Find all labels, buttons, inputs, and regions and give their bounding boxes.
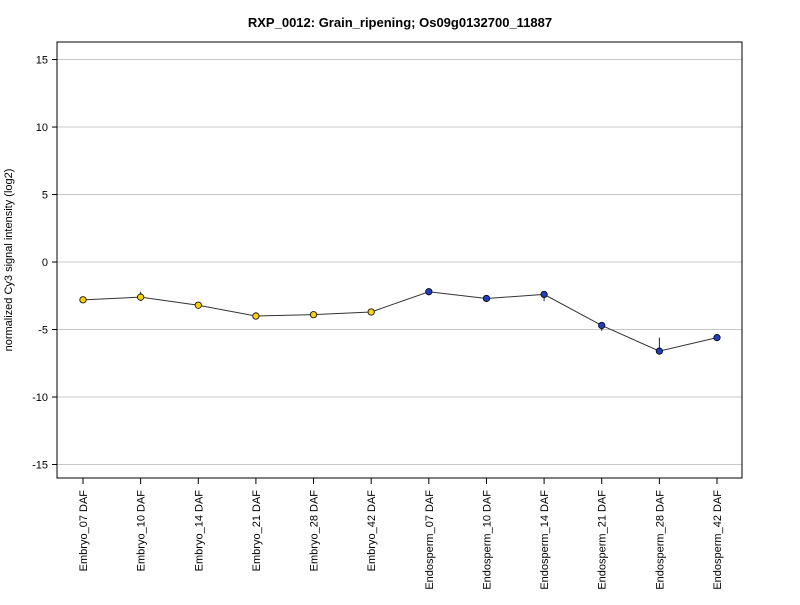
data-point: [252, 312, 260, 320]
data-point: [137, 293, 145, 301]
data-point: [598, 321, 606, 330]
series: [79, 288, 721, 355]
data-point: [655, 347, 663, 355]
x-tick-label: Endosperm_42 DAF: [712, 490, 724, 590]
series-line: [82, 291, 718, 352]
data-point: [540, 290, 548, 299]
y-tick-label: 15: [36, 55, 48, 67]
x-tick-label: Endosperm_28 DAF: [654, 490, 666, 590]
x-tick-label: Embryo_42 DAF: [366, 490, 378, 572]
y-tick-label: -10: [32, 392, 48, 404]
y-axis-label: normalized Cy3 signal intensity (log2): [3, 169, 15, 352]
x-tick-label: Embryo_21 DAF: [251, 490, 263, 572]
x-tick-label: Endosperm_07 DAF: [424, 490, 436, 590]
x-tick-label: Embryo_14 DAF: [193, 490, 205, 572]
x-tick-label: Embryo_07 DAF: [78, 490, 90, 572]
data-point: [482, 294, 491, 303]
x-tick-label: Embryo_28 DAF: [309, 490, 321, 572]
x-tick-label: Embryo_10 DAF: [136, 490, 148, 572]
data-point: [367, 308, 375, 316]
data-point: [194, 301, 202, 309]
y-tick-label: -5: [38, 325, 48, 337]
x-tick-label: Endosperm_21 DAF: [597, 490, 609, 590]
data-point: [713, 334, 721, 342]
data-point: [309, 311, 318, 319]
y-tick-label: 5: [42, 190, 48, 202]
plot-frame: [56, 41, 743, 479]
y-tick-label: 10: [36, 122, 48, 134]
grid-lines: [57, 59, 742, 466]
data-point: [425, 288, 433, 296]
y-tick-label: -15: [32, 460, 48, 472]
x-tick-label: Endosperm_14 DAF: [539, 490, 551, 590]
axes: -15 -10 -5 0 5 10 15 Embryo_07 DAF Embryo_10 DAF…: [32, 55, 724, 590]
chart-title: RXP_0012: Grain_ripening; Os09g0132700_1…: [248, 15, 552, 30]
x-tick-label: Endosperm_10 DAF: [481, 490, 493, 590]
data-point: [79, 296, 87, 304]
y-tick-label: 0: [42, 257, 48, 269]
